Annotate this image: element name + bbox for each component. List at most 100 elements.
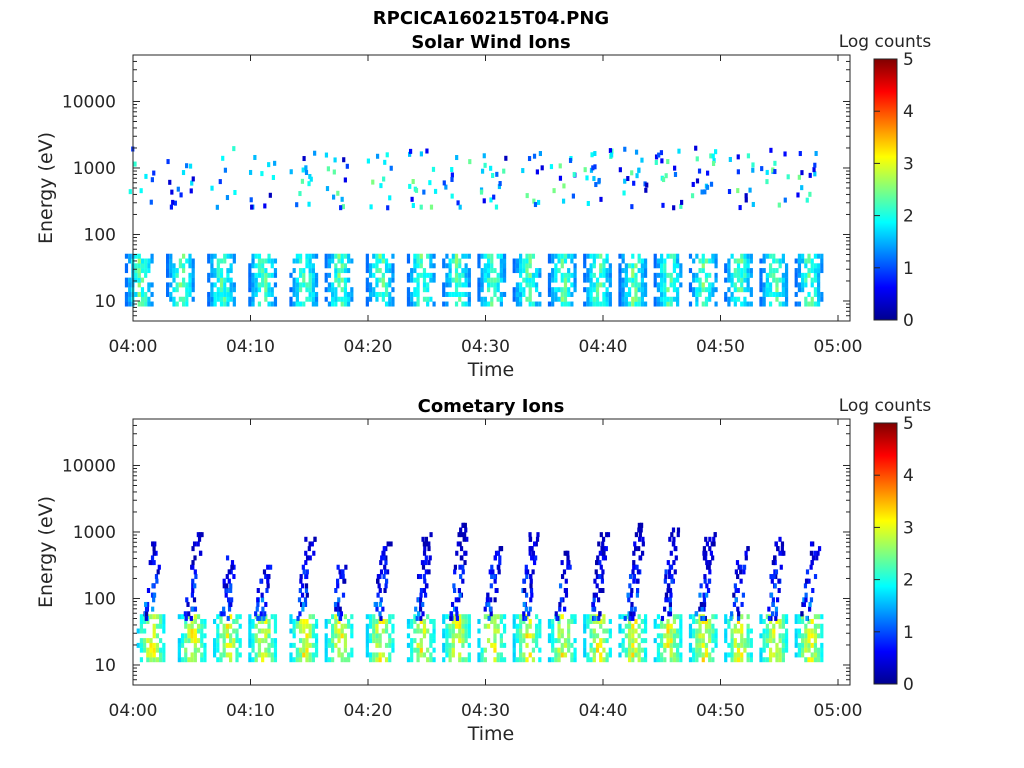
heatmap-cell: [445, 291, 449, 297]
heatmap-cell: [311, 633, 315, 639]
heatmap-cell: [461, 657, 465, 663]
heatmap-cell: [467, 618, 471, 624]
heatmap-cell: [727, 623, 731, 629]
heatmap-cell: [461, 282, 465, 288]
heatmap-cell: [605, 291, 609, 297]
heatmap-cell: [382, 546, 386, 552]
heatmap-cell: [736, 647, 741, 653]
heatmap-cell: [736, 272, 741, 278]
heatmap-cell: [762, 638, 766, 644]
heatmap-cell: [172, 296, 176, 302]
heatmap-cell: [660, 642, 664, 648]
heatmap-cell: [551, 253, 555, 259]
heatmap-cell: [656, 647, 661, 653]
heatmap-cell: [238, 652, 242, 658]
heatmap-cell: [724, 638, 728, 644]
heatmap-cell: [690, 193, 695, 199]
heatmap-cell: [375, 153, 380, 159]
heatmap-cell: [324, 657, 328, 663]
heatmap-cell: [775, 287, 779, 293]
heatmap-cell: [643, 272, 648, 278]
heatmap-cell: [759, 258, 763, 264]
heatmap-cell: [814, 150, 818, 156]
heatmap-cell: [801, 277, 805, 283]
panel-solar-wind: Solar Wind Ions 04:00 04:10 04:20 04:30 04:4…: [35, 32, 931, 381]
heatmap-cell: [308, 633, 312, 639]
heatmap-cell: [708, 546, 712, 552]
heatmap-cell: [736, 277, 741, 283]
heatmap-cell: [813, 638, 818, 644]
x-tick-label: 05:00: [814, 701, 863, 721]
heatmap-cell: [801, 258, 805, 264]
heatmap-cell: [781, 614, 785, 620]
heatmap-cell: [479, 189, 484, 195]
heatmap-cell: [551, 291, 555, 297]
heatmap-cell: [169, 204, 174, 210]
heatmap-cell: [773, 555, 777, 561]
heatmap-cell: [267, 253, 271, 259]
heatmap-cell: [519, 657, 523, 663]
heatmap-cell: [631, 268, 635, 274]
heatmap-cell: [765, 277, 769, 283]
heatmap-cell: [708, 536, 712, 542]
heatmap-cell: [708, 633, 712, 639]
heatmap-cell: [343, 268, 348, 274]
heatmap-cell: [643, 301, 648, 307]
heatmap-cell: [408, 183, 412, 189]
heatmap-cell: [372, 618, 376, 624]
heatmap-cell: [708, 657, 712, 663]
heatmap-cell: [632, 560, 636, 566]
heatmap-cell: [311, 272, 315, 278]
heatmap-cell: [494, 588, 498, 594]
heatmap-cell: [248, 642, 252, 648]
heatmap-cell: [213, 291, 217, 297]
heatmap-cell: [519, 263, 523, 269]
heatmap-cell: [621, 291, 625, 297]
heatmap-cell: [772, 253, 776, 259]
heatmap-cell: [701, 301, 705, 307]
heatmap-cell: [324, 152, 329, 158]
heatmap-cell: [635, 564, 639, 570]
heatmap-cell: [149, 647, 153, 653]
heatmap-cell: [621, 614, 625, 620]
heatmap-cell: [227, 578, 231, 584]
heatmap-cell: [645, 182, 649, 188]
heatmap-cell: [743, 277, 747, 283]
heatmap-cell: [302, 618, 306, 624]
heatmap-cell: [804, 623, 808, 629]
heatmap-cell: [640, 157, 644, 163]
heatmap-cell: [592, 597, 596, 603]
heatmap-cell: [461, 614, 465, 620]
heatmap-cell: [560, 272, 564, 278]
heatmap-cell: [547, 291, 552, 297]
heatmap-cell: [263, 611, 267, 617]
heatmap-cell: [570, 618, 574, 624]
heatmap-cell: [203, 633, 207, 639]
heatmap-cell: [150, 258, 154, 264]
heatmap-cell: [223, 296, 227, 302]
heatmap-cell: [422, 272, 427, 278]
heatmap-cell: [477, 657, 481, 663]
heatmap-cell: [490, 253, 494, 259]
heatmap-cell: [331, 282, 335, 288]
heatmap-cell: [442, 287, 446, 293]
heatmap-cell: [124, 263, 129, 269]
heatmap-cell: [807, 301, 811, 307]
heatmap-cell: [458, 291, 462, 297]
heatmap-cell: [594, 182, 598, 188]
heatmap-cell: [445, 263, 449, 269]
heatmap-cell: [692, 614, 696, 620]
heatmap-cell: [817, 633, 821, 639]
heatmap-cell: [742, 564, 747, 570]
heatmap-cell: [445, 633, 449, 639]
heatmap-cell: [701, 638, 705, 644]
heatmap-cell: [327, 272, 332, 278]
heatmap-cell: [524, 606, 528, 612]
heatmap-cell: [264, 638, 268, 644]
heatmap-cell: [595, 647, 600, 653]
heatmap-cell: [630, 606, 634, 612]
heatmap-cell: [485, 597, 490, 603]
heatmap-cell: [200, 628, 204, 634]
heatmap-cell: [381, 291, 385, 297]
heatmap-cell: [459, 574, 463, 580]
